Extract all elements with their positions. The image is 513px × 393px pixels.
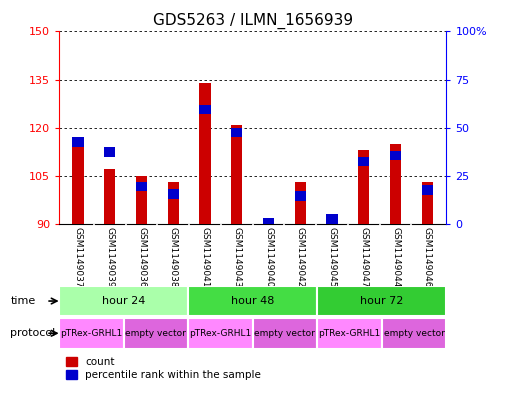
Text: empty vector: empty vector xyxy=(254,329,315,338)
Bar xyxy=(136,182,147,191)
Text: GSM1149038: GSM1149038 xyxy=(169,227,178,288)
Text: protocol: protocol xyxy=(10,328,55,338)
Text: empty vector: empty vector xyxy=(384,329,444,338)
Bar xyxy=(72,141,84,224)
Text: empty vector: empty vector xyxy=(125,329,186,338)
Text: GSM1149036: GSM1149036 xyxy=(137,227,146,288)
Bar xyxy=(59,318,124,349)
Bar xyxy=(390,144,401,224)
Bar xyxy=(59,286,188,316)
Bar xyxy=(326,214,338,224)
Text: hour 48: hour 48 xyxy=(231,296,274,306)
Text: GSM1149044: GSM1149044 xyxy=(391,227,400,287)
Bar xyxy=(422,182,433,224)
Bar xyxy=(294,182,306,224)
Text: hour 24: hour 24 xyxy=(102,296,145,306)
Bar xyxy=(294,191,306,201)
Bar xyxy=(252,318,317,349)
Bar xyxy=(188,318,252,349)
Text: GSM1149039: GSM1149039 xyxy=(105,227,114,288)
Bar xyxy=(200,83,211,224)
Bar xyxy=(188,286,317,316)
Bar xyxy=(104,169,115,224)
Bar xyxy=(231,125,242,224)
Text: GSM1149037: GSM1149037 xyxy=(73,227,83,288)
Legend: count, percentile rank within the sample: count, percentile rank within the sample xyxy=(64,355,263,382)
Bar xyxy=(72,138,84,147)
Bar xyxy=(382,318,446,349)
Bar xyxy=(200,105,211,114)
Bar xyxy=(326,218,338,224)
Text: GSM1149043: GSM1149043 xyxy=(232,227,241,288)
Bar xyxy=(358,157,369,166)
Text: GSM1149042: GSM1149042 xyxy=(296,227,305,287)
Text: GSM1149046: GSM1149046 xyxy=(423,227,432,288)
Text: pTRex-GRHL1: pTRex-GRHL1 xyxy=(60,329,123,338)
Text: GSM1149040: GSM1149040 xyxy=(264,227,273,288)
Bar xyxy=(317,286,446,316)
Text: pTRex-GRHL1: pTRex-GRHL1 xyxy=(319,329,381,338)
Bar xyxy=(168,189,179,199)
Bar xyxy=(231,128,242,137)
Bar xyxy=(358,150,369,224)
Title: GDS5263 / ILMN_1656939: GDS5263 / ILMN_1656939 xyxy=(152,13,353,29)
Bar xyxy=(168,182,179,224)
Bar xyxy=(124,318,188,349)
Text: time: time xyxy=(10,296,35,306)
Text: pTRex-GRHL1: pTRex-GRHL1 xyxy=(189,329,251,338)
Bar xyxy=(317,318,382,349)
Bar xyxy=(390,151,401,160)
Bar xyxy=(263,218,274,228)
Text: GSM1149041: GSM1149041 xyxy=(201,227,209,288)
Bar xyxy=(422,185,433,195)
Text: GSM1149047: GSM1149047 xyxy=(359,227,368,288)
Bar xyxy=(104,147,115,156)
Text: hour 72: hour 72 xyxy=(360,296,403,306)
Bar xyxy=(136,176,147,224)
Text: GSM1149045: GSM1149045 xyxy=(327,227,337,288)
